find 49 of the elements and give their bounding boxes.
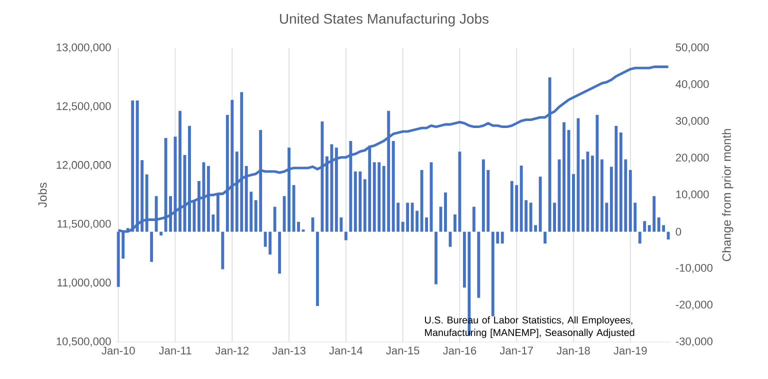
y2-tick-label: -30,000 (676, 337, 712, 347)
chart-title: United States Manufacturing Jobs (280, 13, 489, 27)
bar (643, 221, 646, 232)
bar (538, 176, 542, 232)
x-tick-label: Jan-10 (102, 346, 135, 355)
x-tick-label: Jan-18 (556, 346, 590, 355)
bar (500, 232, 504, 244)
y-tick-label: 12,500,000 (56, 102, 111, 112)
y2-tick-label: -10,000 (676, 264, 712, 274)
bar (316, 232, 319, 306)
bar (572, 174, 575, 232)
x-tick-label: Jan-14 (329, 346, 363, 354)
x-tick-label: Jan-19 (614, 346, 647, 355)
bar (273, 206, 276, 232)
bar (278, 232, 282, 274)
bar (221, 232, 224, 270)
y-axis-title: Jobs (38, 182, 47, 208)
bar (544, 232, 547, 244)
x-tick-label: Jan-12 (215, 346, 249, 355)
x-tick-label: Jan-16 (442, 346, 476, 355)
bar (160, 232, 163, 236)
bar (553, 202, 556, 232)
y2-tick-label: 0 (676, 228, 682, 236)
bar (344, 232, 348, 240)
y2-tick-label: 30,000 (676, 116, 709, 126)
y2-tick-label: 20,000 (676, 154, 709, 163)
y-tick-label: 11,500,000 (58, 220, 111, 229)
bar (150, 232, 154, 262)
bar (297, 222, 300, 232)
x-tick-label: Jan-17 (500, 346, 533, 354)
bar (638, 232, 642, 244)
x-tick-label: Jan-11 (158, 346, 192, 354)
bar (562, 122, 566, 232)
y-tick-label: 11,000,000 (58, 278, 111, 288)
bar (477, 232, 480, 298)
y-tick-label: 12,000,000 (56, 161, 111, 170)
bar (444, 192, 447, 232)
y2-tick-label: 40,000 (676, 80, 709, 90)
bar (666, 232, 670, 240)
x-tick-label: Jan-15 (386, 346, 420, 354)
y2-tick-label: 10,000 (676, 190, 709, 200)
y2-tick-label: 50,000 (676, 43, 709, 53)
y-tick-label: 13,000,000 (56, 43, 111, 53)
y-tick-label: 10,500,000 (56, 337, 111, 347)
x-tick-label: Jan-13 (272, 346, 306, 355)
bar (472, 206, 476, 232)
y2-axis-title: Change from prior month (722, 129, 734, 262)
y2-tick-label: -20,000 (676, 300, 712, 310)
bar (434, 232, 438, 284)
